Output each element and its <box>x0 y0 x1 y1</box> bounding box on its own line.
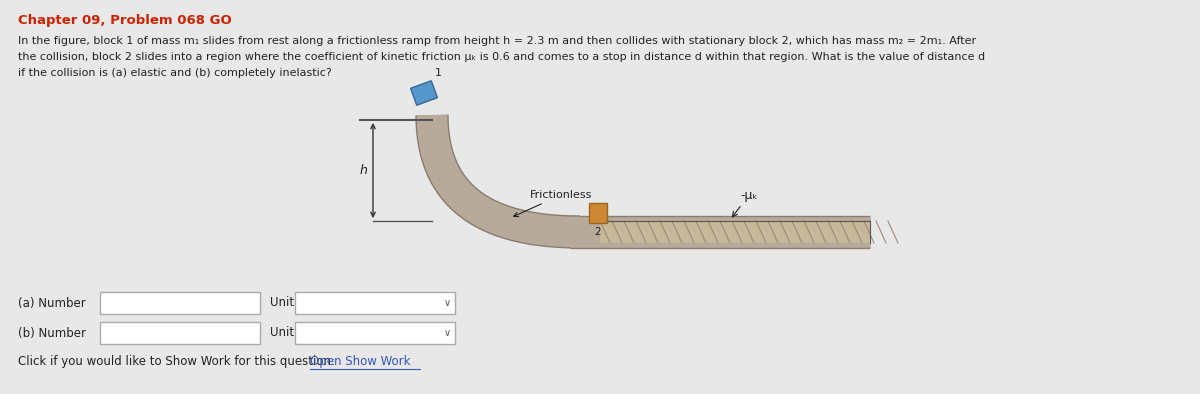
Bar <box>295 322 455 344</box>
Text: 2: 2 <box>595 227 601 237</box>
Text: h: h <box>359 164 367 177</box>
Bar <box>410 81 438 105</box>
Text: In the figure, block 1 of mass m₁ slides from rest along a frictionless ramp fro: In the figure, block 1 of mass m₁ slides… <box>18 36 976 46</box>
Text: Click if you would like to Show Work for this question:: Click if you would like to Show Work for… <box>18 355 335 368</box>
Bar <box>600 221 870 243</box>
Text: 1: 1 <box>434 68 442 78</box>
Bar <box>100 292 260 314</box>
Text: if the collision is (a) elastic and (b) completely inelastic?: if the collision is (a) elastic and (b) … <box>18 68 331 78</box>
Text: (a) Number: (a) Number <box>18 297 85 310</box>
Bar <box>589 203 607 223</box>
Text: Unit: Unit <box>270 297 294 310</box>
Text: (b) Number: (b) Number <box>18 327 86 340</box>
Text: Unit: Unit <box>270 327 294 340</box>
Text: Chapter 09, Problem 068 GO: Chapter 09, Problem 068 GO <box>18 14 232 27</box>
Text: Frictionless: Frictionless <box>514 190 593 217</box>
Text: ∨: ∨ <box>444 328 450 338</box>
Bar <box>100 322 260 344</box>
Text: -μₖ: -μₖ <box>732 188 757 217</box>
Text: Open Show Work: Open Show Work <box>310 355 410 368</box>
Text: the collision, block 2 slides into a region where the coefficient of kinetic fri: the collision, block 2 slides into a reg… <box>18 52 985 62</box>
Text: ∨: ∨ <box>444 298 450 308</box>
Bar <box>295 292 455 314</box>
